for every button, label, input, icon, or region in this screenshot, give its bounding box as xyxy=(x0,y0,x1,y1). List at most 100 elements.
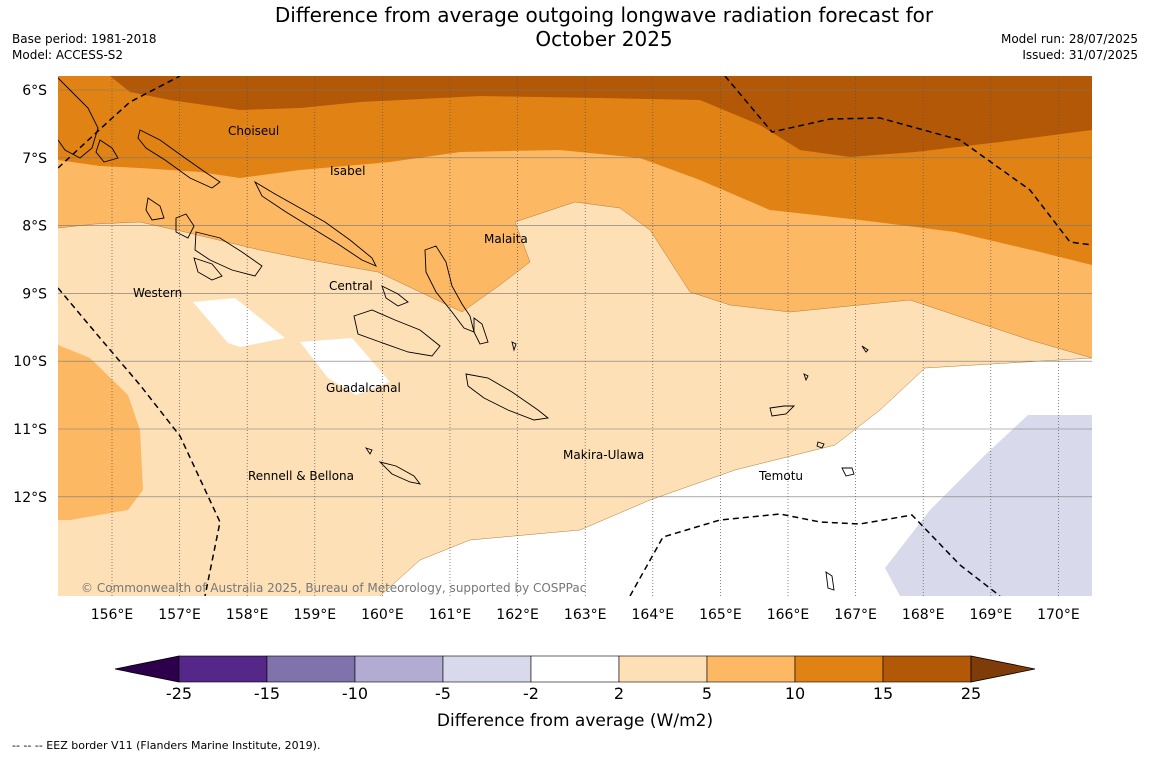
lon-label: 162°E xyxy=(496,607,539,623)
lat-label: 10°S xyxy=(13,354,47,370)
lon-label: 158°E xyxy=(226,607,269,623)
colorbar-tick-label: -2 xyxy=(523,684,539,703)
label-choiseul: Choiseul xyxy=(228,124,279,138)
copyright-text: © Commonwealth of Australia 2025, Bureau… xyxy=(81,581,586,595)
santa-isabel-island xyxy=(253,180,377,267)
bellona-island xyxy=(364,447,373,455)
white-patch-2 xyxy=(300,338,390,395)
small-malaita-island xyxy=(473,317,489,345)
colorbar-segment xyxy=(266,655,356,683)
colorbar-tick-label: -15 xyxy=(254,684,280,703)
florida-islands xyxy=(381,285,409,307)
chart-title: Difference from average outgoing longwav… xyxy=(0,3,1150,51)
grid-lines xyxy=(58,76,1092,596)
lon-label: 164°E xyxy=(632,607,675,623)
colorbar-segment xyxy=(618,655,708,683)
ulawa-island xyxy=(511,341,517,352)
white-patch-1 xyxy=(193,298,285,347)
colorbar-tick-label: -25 xyxy=(166,684,192,703)
lat-label: 7°S xyxy=(22,151,47,167)
lat-label: 9°S xyxy=(22,286,47,302)
label-western: Western xyxy=(133,286,182,300)
lon-label: 169°E xyxy=(970,607,1013,623)
label-rennell-bellona: Rennell & Bellona xyxy=(248,469,354,483)
colorbar-tick-label: 15 xyxy=(873,684,893,703)
kolombangara-island xyxy=(175,213,195,239)
vanikoro-island xyxy=(841,467,855,477)
longitude-labels: 156°E 157°E 158°E 159°E 160°E 161°E 162°E 163°E… xyxy=(91,607,1080,623)
eez-legend: -- -- -- EEZ border V11 (Flanders Marine… xyxy=(12,739,321,752)
choiseul-island xyxy=(137,129,221,189)
band-neg5-to-neg2 xyxy=(885,415,1092,596)
model-name: Model: ACCESS-S2 xyxy=(12,48,124,62)
makira-island xyxy=(465,373,550,421)
province-labels: Choiseul Isabel Malaita Western Central … xyxy=(133,124,803,483)
colorbar-arrow-max xyxy=(970,655,1036,683)
colorbar-segment xyxy=(530,655,620,683)
meta-left: Base period: 1981-2018 Model: ACCESS-S2 xyxy=(12,31,157,63)
eez-border-north-east xyxy=(724,76,1092,246)
lon-label: 163°E xyxy=(564,607,607,623)
meta-right: Model run: 28/07/2025 Issued: 31/07/2025 xyxy=(1001,31,1138,63)
label-makira-ulawa: Makira-Ulawa xyxy=(563,448,644,462)
map-fill-layer xyxy=(58,76,1092,596)
title-line-1: Difference from average outgoing longwav… xyxy=(274,3,934,27)
contour-lines xyxy=(58,201,1092,596)
new-georgia-island xyxy=(194,231,263,277)
colorbar-segment xyxy=(706,655,796,683)
label-isabel: Isabel xyxy=(330,164,365,178)
lat-label: 6°S xyxy=(22,83,47,99)
lon-label: 161°E xyxy=(429,607,472,623)
colorbar: -25 -15 -10 -5 -2 2 5 10 15 25 xyxy=(114,655,1036,703)
anuta-tikopia-islands xyxy=(825,571,835,591)
lon-label: 159°E xyxy=(294,607,337,623)
label-guadalcanal: Guadalcanal xyxy=(326,381,401,395)
rennell-island xyxy=(378,461,422,485)
band-5-to-10-west xyxy=(58,345,143,520)
malaita-island xyxy=(424,245,475,333)
colorbar-tick-label: 2 xyxy=(614,684,624,703)
colorbar-label: Difference from average (W/m2) xyxy=(437,711,713,731)
colorbar-tick-label: -5 xyxy=(435,684,451,703)
lon-label: 166°E xyxy=(767,607,810,623)
issued-date: Issued: 31/07/2025 xyxy=(1022,48,1138,62)
lon-label: 165°E xyxy=(699,607,742,623)
eez-border-north-west xyxy=(58,76,181,169)
colorbar-segment xyxy=(794,655,884,683)
colorbar-segment xyxy=(882,655,972,683)
lat-label: 11°S xyxy=(13,422,47,438)
contour-5 xyxy=(58,201,1092,359)
eez-borders xyxy=(58,76,1092,596)
shortland-islands xyxy=(95,139,119,163)
colorbar-segment xyxy=(442,655,532,683)
colorbar-segment xyxy=(178,655,268,683)
latitude-labels: 6°S 7°S 8°S 9°S 10°S 11°S 12°S xyxy=(13,83,47,506)
nendo-island xyxy=(769,405,796,417)
colorbar-tick-label: 10 xyxy=(785,684,805,703)
title-line-2: October 2025 xyxy=(535,27,673,51)
colorbar-tick-label: -10 xyxy=(342,684,368,703)
contour-2 xyxy=(379,357,1092,596)
colorbar-arrow-min xyxy=(114,655,180,683)
lon-label: 156°E xyxy=(91,607,134,623)
colorbar-tick-label: 5 xyxy=(702,684,712,703)
duff-islands xyxy=(861,345,869,353)
label-temotu: Temotu xyxy=(758,469,803,483)
lat-label: 12°S xyxy=(13,490,47,506)
colorbar-segment xyxy=(354,655,444,683)
eez-border-west xyxy=(58,287,221,596)
lat-label: 8°S xyxy=(22,219,47,235)
band-15-to-25 xyxy=(110,76,1092,157)
vella-lavella-island xyxy=(145,197,165,221)
reef-islands xyxy=(803,373,809,382)
utupua-island xyxy=(816,441,825,449)
rendova-island xyxy=(193,257,223,281)
label-central: Central xyxy=(329,279,373,293)
lon-label: 167°E xyxy=(834,607,877,623)
guadalcanal-island xyxy=(353,309,441,357)
island-outlines xyxy=(58,77,869,591)
lon-label: 157°E xyxy=(158,607,201,623)
lon-label: 168°E xyxy=(902,607,945,623)
base-period: Base period: 1981-2018 xyxy=(12,32,157,46)
lon-label: 170°E xyxy=(1037,607,1080,623)
